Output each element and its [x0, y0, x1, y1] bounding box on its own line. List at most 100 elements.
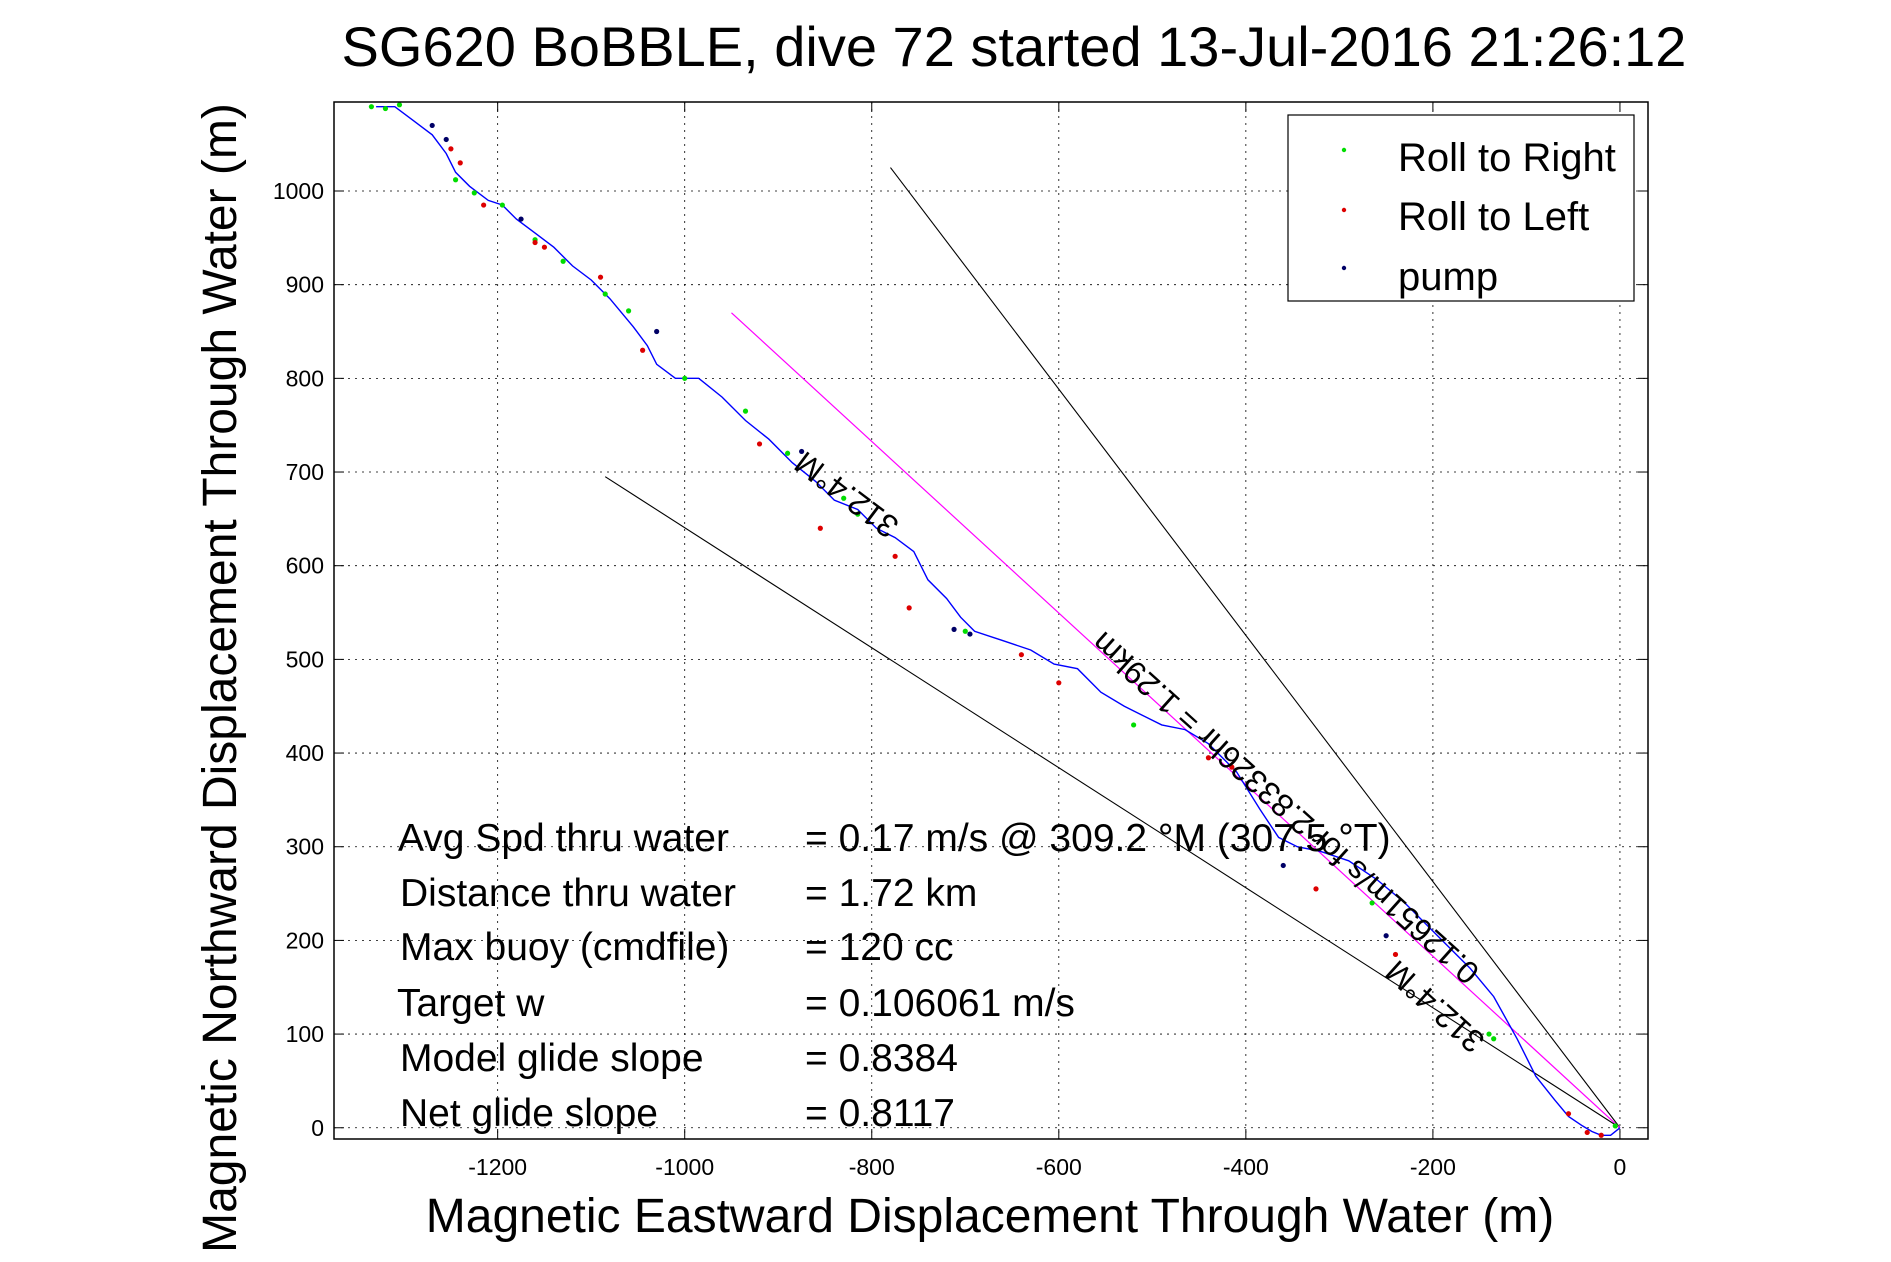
pump-point	[518, 216, 524, 222]
roll-right-point	[602, 291, 608, 297]
stat-label: Net glide slope	[400, 1092, 658, 1135]
roll-left-point	[1584, 1129, 1590, 1136]
annotation-speed-distance: 0.12651m/s for 2.83326hr = 1.29km	[1084, 625, 1486, 992]
plot-frame	[333, 101, 1649, 1140]
roll-and-pump-markers	[368, 102, 1618, 1138]
pump-point	[429, 122, 435, 129]
pump-point	[1280, 862, 1286, 869]
roll-left-point	[1056, 680, 1062, 686]
roll-right-point	[382, 105, 389, 112]
roll-right-point	[396, 102, 403, 108]
stat-value: = 0.17 m/s @ 309.2 °M (307.5 °T)	[805, 817, 1391, 860]
roll-left-point	[532, 239, 538, 246]
legend-marker-pump	[1341, 265, 1347, 271]
legend-label-roll-right: Roll to Right	[1398, 136, 1616, 180]
roll-left-point	[1018, 652, 1024, 658]
roll-left-point	[1313, 886, 1319, 892]
y-tick-label: 800	[286, 365, 324, 391]
y-tick-label: 500	[286, 646, 324, 672]
roll-right-point	[625, 308, 632, 314]
x-tick-label: -800	[849, 1154, 895, 1180]
roll-right-point	[742, 408, 749, 414]
roll-left-point	[448, 146, 454, 152]
roll-left-point	[597, 274, 604, 280]
stat-value: = 0.106061 m/s	[805, 982, 1075, 1025]
y-tick-label: 900	[286, 272, 324, 298]
stat-label: Model glide slope	[400, 1037, 704, 1080]
pump-point	[1383, 933, 1389, 939]
x-tick-label: -1200	[468, 1154, 527, 1180]
y-tick-label: 300	[286, 834, 324, 860]
legend-box	[1287, 114, 1635, 302]
legend-marker-roll-right	[1341, 147, 1347, 153]
stat-label: Distance thru water	[400, 872, 736, 915]
roll-right-point	[1131, 722, 1137, 728]
roll-left-point	[756, 441, 763, 447]
x-tick-label: -200	[1410, 1154, 1456, 1180]
stat-label: Target w	[397, 982, 545, 1025]
roll-left-point	[1205, 755, 1212, 761]
roll-left-point	[1392, 951, 1399, 958]
roll-right-point	[841, 495, 847, 501]
roll-right-point	[855, 511, 861, 517]
stat-label: Avg Spd thru water	[398, 817, 729, 860]
dive-statistics: Avg Spd thru water = 0.17 m/s @ 309.2 °M…	[397, 817, 1391, 1135]
track-line	[376, 105, 1621, 1137]
roll-left-point	[817, 525, 823, 531]
pump-point	[967, 631, 973, 637]
roll-left-point	[1598, 1132, 1604, 1138]
y-axis-label: Magnetic Northward Displacement Through …	[194, 103, 247, 1253]
roll-right-point	[1369, 900, 1375, 906]
roll-left-point	[892, 553, 898, 559]
roll-right-point	[962, 628, 968, 634]
legend: Roll to Right Roll to Left pump	[1287, 114, 1635, 302]
x-tick-label: -600	[1036, 1154, 1082, 1180]
y-tick-label: 200	[286, 927, 324, 953]
y-tick-label: 600	[286, 553, 324, 579]
pump-point	[799, 448, 805, 455]
roll-right-point	[471, 190, 477, 196]
roll-left-point	[1565, 1111, 1572, 1117]
pump-point	[654, 328, 660, 335]
roll-right-point	[499, 202, 505, 208]
chart-title: SG620 BoBBLE, dive 72 started 13-Jul-201…	[342, 15, 1687, 78]
stat-value: = 1.72 km	[805, 872, 977, 915]
envelope-line	[890, 167, 1621, 1129]
pump-point	[951, 626, 957, 632]
annotation-heading-upper: 312.4°M	[788, 445, 905, 546]
roll-right-point	[368, 104, 375, 110]
stat-label: Max buoy (cmdfile)	[400, 926, 729, 969]
roll-right-point	[560, 258, 566, 264]
x-tick-label: -400	[1223, 1154, 1269, 1180]
legend-label-pump: pump	[1398, 255, 1498, 299]
grid	[334, 102, 1648, 1139]
x-axis-ticks: -1200 -1000 -800 -600 -400 -200 0	[468, 102, 1626, 1180]
roll-right-point	[784, 450, 791, 456]
x-tick-label: 0	[1614, 1154, 1627, 1180]
heading-line	[731, 312, 1621, 1129]
x-tick-label: -1000	[655, 1154, 714, 1180]
roll-left-point	[906, 605, 912, 611]
y-tick-label: 700	[286, 459, 324, 485]
roll-right-point	[1486, 1031, 1492, 1037]
stat-value: = 0.8117	[805, 1092, 955, 1135]
roll-right-point	[682, 375, 688, 381]
envelope-lines	[604, 167, 1621, 1129]
stat-value: = 120 cc	[805, 926, 954, 969]
y-tick-label: 1000	[273, 178, 324, 204]
y-tick-label: 100	[286, 1021, 324, 1047]
roll-right-point	[1612, 1123, 1618, 1129]
x-axis-label: Magnetic Eastward Displacement Through W…	[426, 1190, 1554, 1243]
roll-right-point	[1491, 1036, 1497, 1042]
roll-left-point	[457, 160, 463, 166]
pump-point	[443, 136, 449, 143]
envelope-line	[604, 476, 1621, 1129]
roll-left-point	[481, 202, 487, 208]
y-axis-ticks: 0 100 200 300 400 500 600 700 800 900 1000	[273, 178, 1648, 1141]
legend-label-roll-left: Roll to Left	[1398, 195, 1589, 239]
legend-marker-roll-left	[1341, 207, 1347, 213]
roll-right-point	[452, 177, 459, 183]
track-polyline	[376, 105, 1621, 1137]
roll-left-point	[1229, 764, 1235, 770]
